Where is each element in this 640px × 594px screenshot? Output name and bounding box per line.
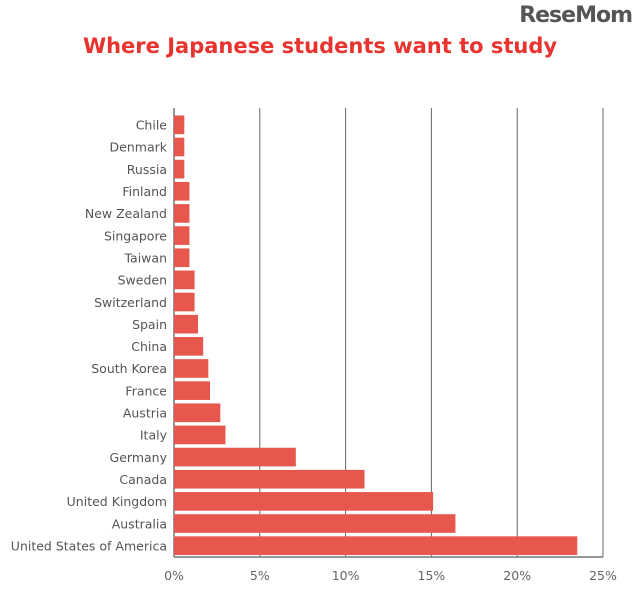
category-label: Italy [140,428,168,443]
category-label: Taiwan [123,250,167,265]
bar [174,337,204,356]
category-label: United States of America [11,538,167,553]
x-tick-label: 5% [250,568,270,583]
bar [174,137,185,157]
category-label: Chile [136,118,168,133]
x-tick-label: 15% [418,568,446,583]
bar [174,469,365,489]
bar [174,270,195,290]
category-label: Canada [119,472,167,487]
bar [174,359,209,378]
bar [174,248,190,268]
watermark-logo: ReseMom [519,3,633,28]
category-label: New Zealand [85,206,167,221]
category-label: France [125,383,167,398]
category-label: Russia [127,162,167,177]
bar [174,292,195,312]
bar [174,115,185,135]
bar [174,159,185,179]
category-label: United Kingdom [67,494,167,509]
bar [174,536,578,555]
bar [174,514,456,533]
category-label: Sweden [118,273,167,288]
chart-title: Where Japanese students want to study [82,34,558,58]
x-tick-label: 10% [332,568,360,583]
bar [174,314,199,334]
category-label: Spain [132,317,167,332]
bar [174,403,221,423]
bar [174,226,190,245]
bar [174,492,434,511]
category-label: China [131,339,167,354]
category-label: Denmark [110,140,168,155]
bar [174,447,296,467]
bar [174,425,226,445]
category-label: Germany [110,450,168,465]
bar [174,204,190,223]
category-label: Switzerland [94,295,167,310]
category-label: South Korea [91,361,167,376]
x-tick-label: 20% [503,568,531,583]
category-label: Austria [123,406,167,421]
bar [174,381,211,400]
bar [174,181,190,201]
category-label: Singapore [104,228,167,243]
category-label: Australia [112,516,167,531]
x-tick-label: 0% [164,568,184,583]
x-tick-label: 25% [589,568,617,583]
category-label: Finland [122,184,167,199]
